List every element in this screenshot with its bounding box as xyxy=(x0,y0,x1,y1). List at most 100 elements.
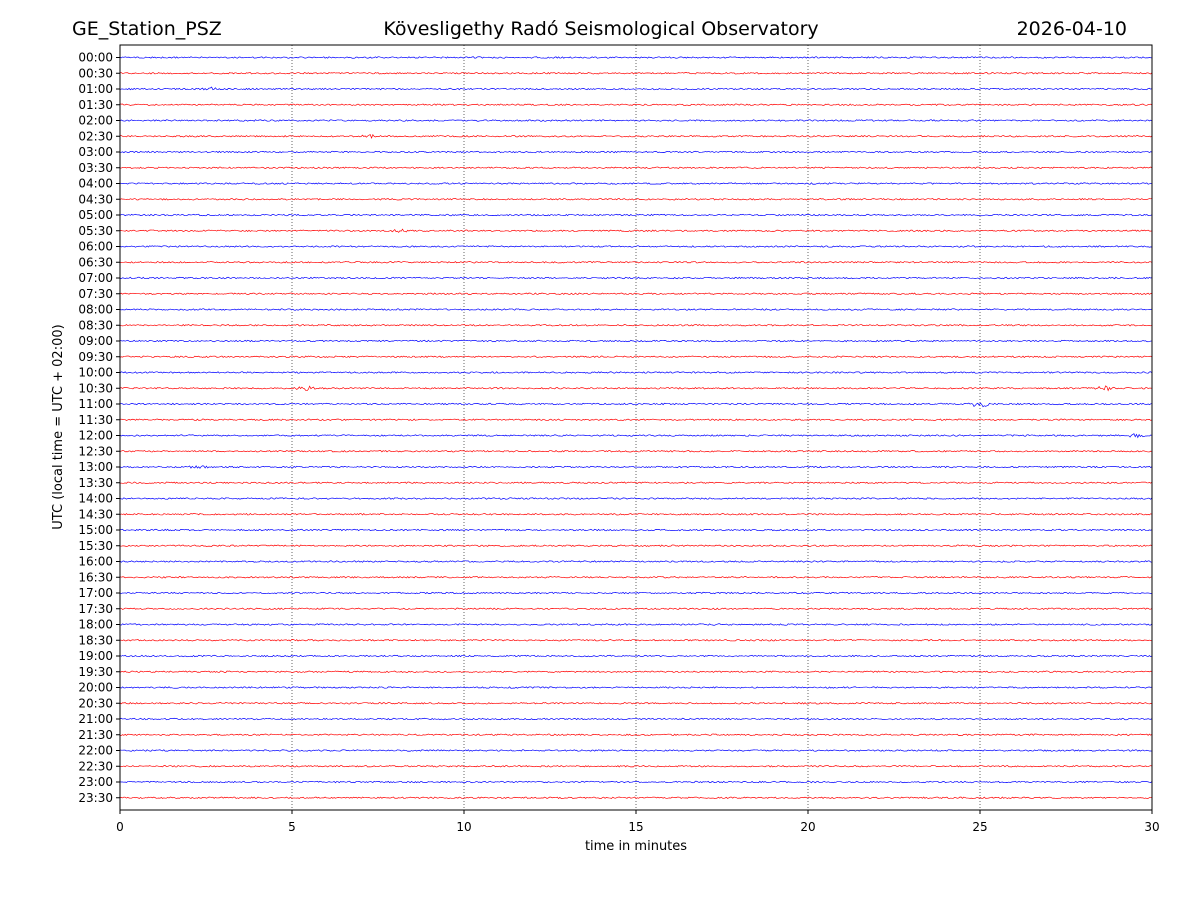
y-tick-label: 14:00 xyxy=(78,492,113,506)
y-tick-label: 09:00 xyxy=(78,334,113,348)
trace-0730 xyxy=(119,292,1153,295)
station-name: GE_Station_PSZ xyxy=(72,18,222,40)
trace-2300 xyxy=(119,780,1153,784)
trace-1700 xyxy=(119,591,1153,595)
y-tick-label: 13:00 xyxy=(78,460,113,474)
trace-2330 xyxy=(119,796,1153,799)
trace-0700 xyxy=(119,276,1153,280)
y-tick-label: 11:00 xyxy=(78,397,113,411)
trace-0330 xyxy=(119,166,1153,169)
trace-0200 xyxy=(119,119,1153,122)
trace-2130 xyxy=(120,733,1153,736)
trace-0030 xyxy=(119,72,1153,75)
y-tick-label: 12:00 xyxy=(78,429,113,443)
y-tick-label: 19:30 xyxy=(78,665,113,679)
x-tick-label: 25 xyxy=(972,820,987,834)
trace-1730 xyxy=(119,607,1153,611)
y-tick-label: 17:30 xyxy=(78,602,113,616)
y-tick-label: 04:00 xyxy=(78,177,113,191)
trace-1800 xyxy=(119,623,1153,626)
y-tick-label: 10:30 xyxy=(78,381,113,395)
trace-0130 xyxy=(119,103,1153,106)
y-axis-label: UTC (local time = UTC + 02:00) xyxy=(51,324,66,529)
trace-0500 xyxy=(119,213,1153,217)
plot-frame xyxy=(119,44,1153,811)
y-tick-label: 06:00 xyxy=(78,240,113,254)
y-tick-label: 13:30 xyxy=(78,476,113,490)
y-tick-label: 23:00 xyxy=(78,775,113,789)
x-axis-ticks: 0 5 10 15 20 25 30 xyxy=(116,810,1160,834)
trace-1900 xyxy=(119,654,1153,658)
y-tick-label: 08:30 xyxy=(78,318,113,332)
y-tick-label: 05:30 xyxy=(78,224,113,238)
trace-1030 xyxy=(119,385,1153,392)
trace-1530 xyxy=(119,544,1153,547)
y-tick-label: 07:30 xyxy=(78,287,113,301)
y-tick-label: 16:30 xyxy=(78,570,113,584)
y-tick-label: 01:00 xyxy=(78,82,113,96)
x-tick-label: 15 xyxy=(628,820,643,834)
x-axis-label: time in minutes xyxy=(585,839,687,854)
trace-1600 xyxy=(119,560,1153,563)
trace-1400 xyxy=(119,497,1153,500)
y-tick-label: 01:30 xyxy=(78,98,113,112)
record-date: 2026-04-10 xyxy=(1017,18,1127,40)
y-tick-label: 15:30 xyxy=(78,539,113,553)
y-tick-label: 02:00 xyxy=(78,114,113,128)
y-tick-label: 22:00 xyxy=(78,744,113,758)
y-tick-label: 11:30 xyxy=(78,413,113,427)
y-tick-label: 00:00 xyxy=(78,51,113,65)
trace-1000 xyxy=(119,371,1153,374)
y-tick-label: 23:30 xyxy=(78,791,113,805)
x-tick-label: 10 xyxy=(456,820,471,834)
y-tick-label: 15:00 xyxy=(78,523,113,537)
trace-2030 xyxy=(119,702,1153,705)
trace-0630 xyxy=(119,260,1153,264)
trace-1930 xyxy=(119,670,1153,673)
seismogram-traces xyxy=(119,56,1153,799)
vertical-grid-lines xyxy=(291,45,981,810)
trace-2000 xyxy=(119,686,1153,689)
trace-2200 xyxy=(119,749,1153,752)
trace-0600 xyxy=(119,245,1153,248)
y-tick-label: 20:00 xyxy=(78,681,113,695)
y-tick-label: 06:30 xyxy=(78,255,113,269)
chart-title: Kövesligethy Radó Seismological Observat… xyxy=(383,18,818,40)
y-tick-label: 14:30 xyxy=(78,507,113,521)
trace-1300 xyxy=(119,465,1153,469)
y-tick-label: 18:00 xyxy=(78,618,113,632)
x-tick-label: 20 xyxy=(800,820,815,834)
trace-0000 xyxy=(119,56,1153,59)
trace-0800 xyxy=(119,308,1153,311)
trace-0930 xyxy=(119,355,1153,358)
y-tick-label: 12:30 xyxy=(78,444,113,458)
x-tick-label: 30 xyxy=(1144,820,1159,834)
y-tick-label: 20:30 xyxy=(78,696,113,710)
trace-0900 xyxy=(119,339,1153,343)
y-tick-label: 03:30 xyxy=(78,161,113,175)
y-tick-label: 07:00 xyxy=(78,271,113,285)
trace-0830 xyxy=(119,323,1153,327)
trace-1230 xyxy=(119,450,1153,453)
trace-0230 xyxy=(119,133,1153,140)
y-tick-label: 05:00 xyxy=(78,208,113,222)
trace-1830 xyxy=(119,639,1153,642)
trace-1630 xyxy=(119,576,1153,579)
trace-0100 xyxy=(119,86,1153,91)
trace-1330 xyxy=(119,481,1153,484)
trace-1500 xyxy=(119,528,1153,532)
trace-2230 xyxy=(119,765,1153,768)
y-tick-label: 19:00 xyxy=(78,649,113,663)
y-tick-label: 22:30 xyxy=(78,759,113,773)
x-tick-label: 0 xyxy=(116,820,124,834)
trace-1100 xyxy=(119,402,1153,408)
trace-0430 xyxy=(119,198,1153,201)
trace-0400 xyxy=(119,182,1153,185)
y-tick-label: 02:30 xyxy=(78,129,113,143)
trace-1130 xyxy=(119,418,1153,421)
y-tick-label: 16:00 xyxy=(78,555,113,569)
y-tick-label: 10:00 xyxy=(78,366,113,380)
y-tick-label: 21:00 xyxy=(78,712,113,726)
